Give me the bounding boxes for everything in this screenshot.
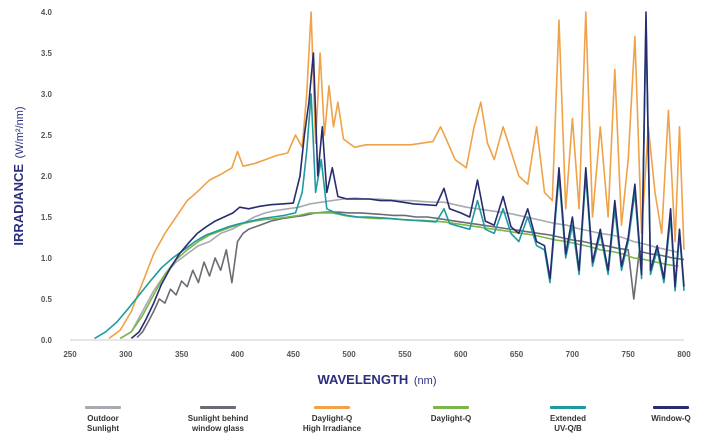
y-tick-label: 3.5 — [41, 49, 53, 58]
y-tick-label: 1.0 — [41, 254, 53, 263]
legend-label: Window-Q — [651, 414, 691, 423]
irradiance-chart: 0.0 0.5 1.0 1.5 2.0 2.5 3.0 3.5 4.0 250 300 350 400… — [11, 8, 691, 387]
legend-item: Window-Q — [616, 400, 706, 424]
legend-swatch — [314, 406, 350, 409]
y-tick-label: 0.0 — [41, 336, 53, 345]
legend-swatch — [200, 406, 236, 409]
x-axis-title-text: WAVELENGTH — [318, 372, 409, 387]
y-tick-label: 2.0 — [41, 172, 53, 181]
legend-item: Sunlight behind window glass — [163, 400, 273, 434]
legend-swatch — [85, 406, 121, 409]
y-tick-label: 0.5 — [41, 295, 53, 304]
x-axis-title-unit: (nm) — [414, 375, 437, 387]
series-line-5 — [130, 11, 685, 340]
legend-item: Daylight-Q High Irradiance — [277, 400, 387, 434]
x-tick-label: 800 — [677, 350, 691, 359]
legend-label: Sunlight behind window glass — [187, 414, 249, 433]
y-axis-title-unit: (W/m²/nm) — [14, 106, 26, 158]
legend-label: Outdoor Sunlight — [87, 414, 119, 433]
y-axis-title-text: IRRADIANCE — [11, 164, 26, 246]
legend-swatch — [653, 406, 689, 409]
x-tick-label: 250 — [63, 350, 77, 359]
legend-swatch — [433, 406, 469, 409]
x-tick-label: 650 — [510, 350, 524, 359]
x-axis-ticks: 250 300 350 400 450 500 550 600 650 700 750 800 — [63, 350, 691, 359]
x-axis-title: WAVELENGTH (nm) — [318, 372, 437, 387]
legend-label: Extended UV-Q/B — [549, 414, 586, 433]
legend-swatch — [550, 406, 586, 409]
x-tick-label: 450 — [287, 350, 301, 359]
y-tick-label: 2.5 — [41, 131, 53, 140]
series-line-2 — [108, 11, 685, 340]
x-tick-label: 700 — [566, 350, 580, 359]
x-tick-label: 600 — [454, 350, 468, 359]
series-line-0 — [119, 197, 679, 340]
legend-item: Daylight-Q — [396, 400, 506, 424]
y-tick-label: 1.5 — [41, 213, 53, 222]
series-line-1 — [136, 211, 685, 339]
x-tick-label: 350 — [175, 350, 189, 359]
series-lines — [94, 11, 685, 340]
legend-item: Outdoor Sunlight — [48, 400, 158, 434]
x-tick-label: 550 — [398, 350, 412, 359]
y-tick-label: 4.0 — [41, 8, 53, 17]
legend-label: Daylight-Q High Irradiance — [302, 414, 362, 433]
x-tick-label: 300 — [119, 350, 133, 359]
y-axis-title: IRRADIANCE (W/m²/nm) — [11, 106, 26, 245]
x-tick-label: 500 — [342, 350, 356, 359]
legend-label: Daylight-Q — [430, 414, 472, 423]
legend: Outdoor Sunlight Sunlight behind window g… — [0, 400, 706, 447]
y-axis-ticks: 0.0 0.5 1.0 1.5 2.0 2.5 3.0 3.5 4.0 — [41, 8, 53, 345]
legend-item: Extended UV-Q/B — [513, 400, 623, 434]
x-tick-label: 400 — [231, 350, 245, 359]
y-tick-label: 3.0 — [41, 90, 53, 99]
x-tick-label: 750 — [622, 350, 636, 359]
